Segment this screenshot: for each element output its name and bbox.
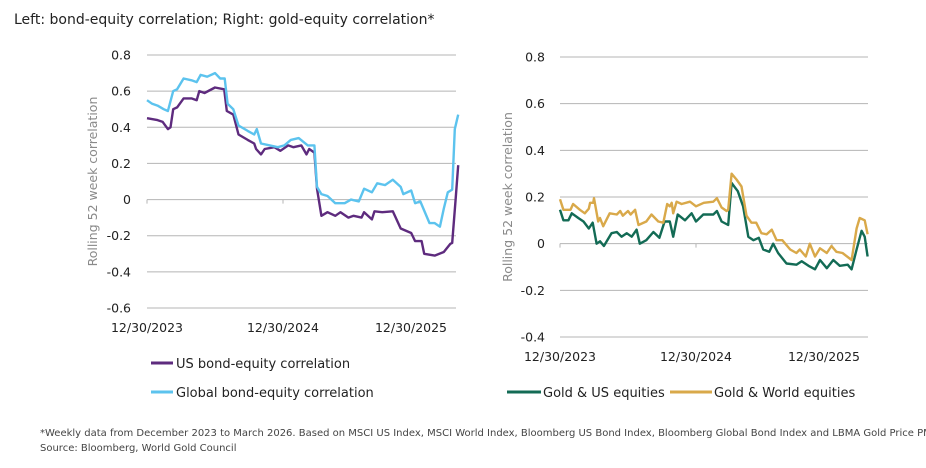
- y-tick-label: 0: [123, 192, 131, 207]
- y-tick-label: 0.2: [525, 190, 545, 205]
- x-tick-label: 12/30/2025: [788, 349, 860, 364]
- series-line-global-bond-equity-correlation: [146, 71, 460, 228]
- y-tick-label: 0.4: [525, 143, 545, 158]
- y-tick-label: -0.4: [107, 264, 131, 279]
- legend-right: Gold & US equities Gold & World equities: [507, 386, 855, 401]
- y-tick-label: -0.4: [521, 330, 545, 345]
- series-line-gold-us-equities: [558, 181, 869, 271]
- y-tick-label: -0.2: [521, 283, 545, 298]
- source-note: Source: Bloomberg, World Gold Council: [40, 443, 237, 454]
- legend-label-gold-us: Gold & US equities: [543, 386, 665, 401]
- series-line-us-bond-equity-correlation: [146, 86, 460, 257]
- y-tick-label: 0.2: [111, 156, 131, 171]
- legend-label-gold-world: Gold & World equities: [714, 386, 855, 401]
- y-axis-title: Rolling 52 week correlation: [85, 97, 100, 267]
- legend-label-global-bond: Global bond-equity correlation: [176, 386, 374, 401]
- footnote: *Weekly data from December 2023 to March…: [40, 428, 926, 439]
- y-tick-label: -0.6: [107, 301, 131, 316]
- gold-equity-chart: 0.8 0.6 0.4 0.2 0 -0.2 -0.4 12/30/2023 12/30/202…: [500, 50, 869, 364]
- y-tick-label: 0: [537, 236, 545, 251]
- bond-equity-chart: 0.8 0.6 0.4 0.2 0 -0.2 -0.4 -0.6 12/30/2023 12/30…: [85, 48, 460, 335]
- legend-label-us-bond: US bond-equity correlation: [176, 357, 350, 372]
- series-line-gold-world-equities: [558, 172, 869, 262]
- legend-left: US bond-equity correlation Global bond-e…: [151, 357, 374, 401]
- x-tick-label: 12/30/2023: [524, 349, 596, 364]
- x-tick-label: 12/30/2024: [247, 320, 319, 335]
- figure-title: Left: bond-equity correlation; Right: go…: [14, 12, 434, 28]
- y-tick-label: 0.8: [111, 48, 131, 63]
- y-tick-label: -0.2: [107, 228, 131, 243]
- y-tick-label: 0.4: [111, 120, 131, 135]
- x-tick-label: 12/30/2024: [660, 349, 732, 364]
- y-axis-title: Rolling 52 week correlation: [500, 112, 515, 282]
- x-tick-label: 12/30/2023: [111, 320, 183, 335]
- x-tick-label: 12/30/2025: [375, 320, 447, 335]
- y-tick-label: 0.6: [525, 96, 545, 111]
- y-tick-label: 0.8: [525, 50, 545, 65]
- y-tick-label: 0.6: [111, 84, 131, 99]
